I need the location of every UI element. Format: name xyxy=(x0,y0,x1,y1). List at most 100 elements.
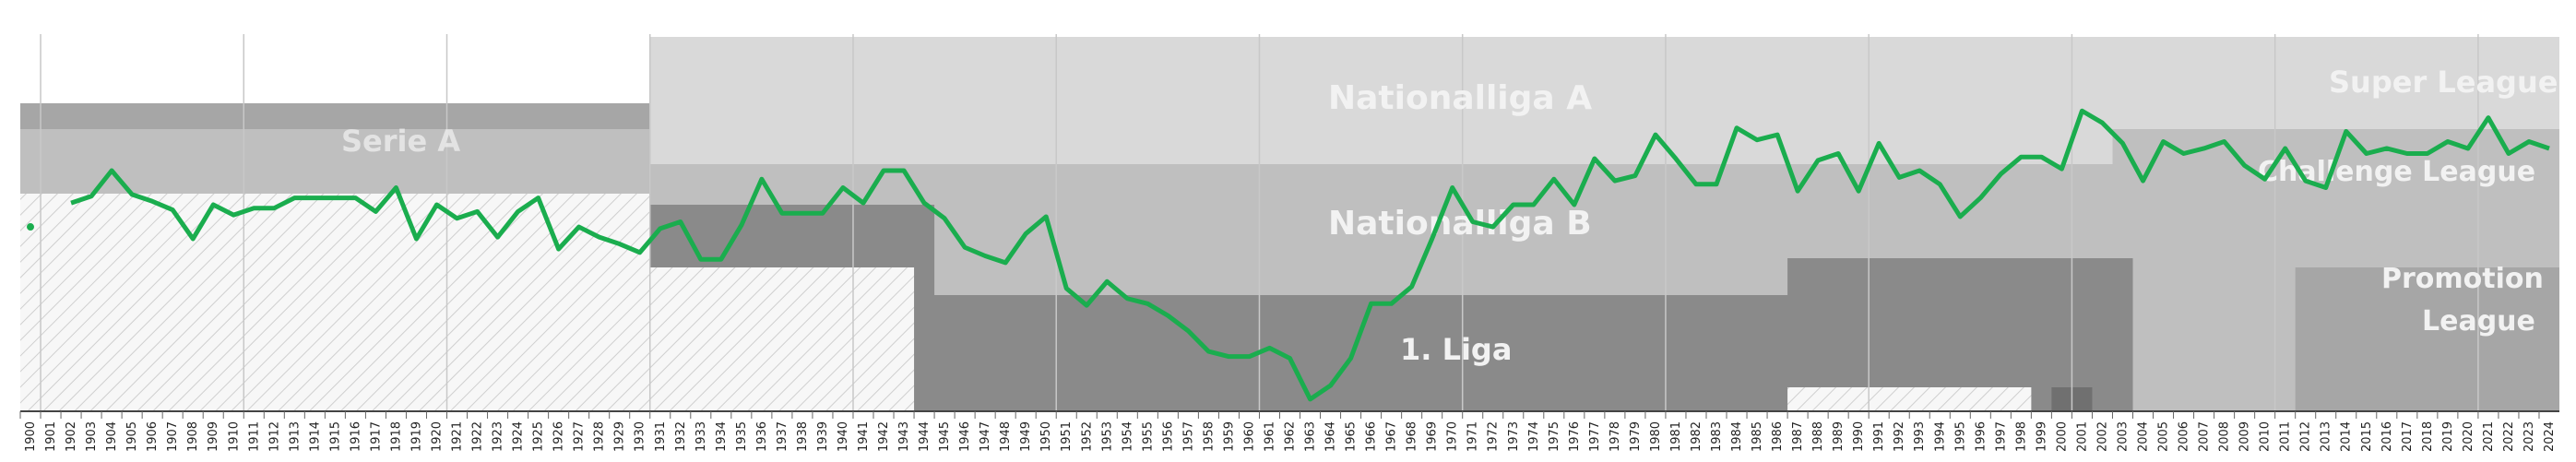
x-tick-label-1928: 1928 xyxy=(593,421,607,452)
x-tick-label-1902: 1902 xyxy=(65,421,78,452)
lower-division-hatch-early xyxy=(20,194,650,411)
x-tick-label-1926: 1926 xyxy=(552,421,566,452)
x-tick-label-1924: 1924 xyxy=(512,421,526,452)
x-tick-label-1945: 1945 xyxy=(938,421,952,452)
x-tick-label-1991: 1991 xyxy=(1872,421,1886,452)
x-tick-label-1950: 1950 xyxy=(1039,421,1053,452)
x-tick-label-1914: 1914 xyxy=(308,421,322,452)
x-tick-label-1973: 1973 xyxy=(1507,421,1521,452)
x-tick-label-2011: 2011 xyxy=(2279,421,2293,452)
x-tick-label-1999: 1999 xyxy=(2035,421,2048,452)
x-tick-label-1977: 1977 xyxy=(1588,421,1602,452)
x-tick-label-1913: 1913 xyxy=(288,421,302,452)
x-tick-label-1940: 1940 xyxy=(837,421,850,452)
x-tick-label-2023: 2023 xyxy=(2523,421,2536,452)
league-label-league: League xyxy=(2422,305,2535,338)
x-tick-label-1958: 1958 xyxy=(1202,421,1216,452)
x-tick-label-1965: 1965 xyxy=(1345,421,1359,452)
x-tick-label-1986: 1986 xyxy=(1771,421,1785,452)
x-tick-label-1954: 1954 xyxy=(1121,421,1134,452)
x-tick-label-1927: 1927 xyxy=(573,421,587,452)
x-tick-label-2015: 2015 xyxy=(2360,421,2374,452)
x-tick-label-1930: 1930 xyxy=(634,421,647,452)
x-tick-label-2016: 2016 xyxy=(2380,421,2394,452)
x-tick-label-1975: 1975 xyxy=(1548,421,1561,452)
x-tick-label-2002: 2002 xyxy=(2095,421,2109,452)
x-tick-label-1995: 1995 xyxy=(1953,421,1967,452)
x-tick-label-2004: 2004 xyxy=(2137,421,2151,452)
x-tick-label-1910: 1910 xyxy=(227,421,241,452)
x-tick-label-2005: 2005 xyxy=(2157,421,2171,452)
x-tick-label-1901: 1901 xyxy=(44,421,58,452)
x-tick-label-1964: 1964 xyxy=(1324,421,1338,452)
x-tick-label-1961: 1961 xyxy=(1263,421,1276,452)
x-tick-label-1992: 1992 xyxy=(1893,421,1906,452)
x-tick-label-1941: 1941 xyxy=(857,421,871,452)
x-tick-label-2021: 2021 xyxy=(2482,421,2496,452)
x-tick-label-1980: 1980 xyxy=(1649,421,1663,452)
x-tick-label-1937: 1937 xyxy=(776,421,789,452)
x-tick-label-1921: 1921 xyxy=(451,421,465,452)
x-tick-label-1987: 1987 xyxy=(1791,421,1805,452)
rank-line-layer xyxy=(27,108,2550,402)
x-tick-label-2008: 2008 xyxy=(2218,421,2232,452)
x-tick-label-1974: 1974 xyxy=(1527,421,1541,452)
x-tick-label-1933: 1933 xyxy=(694,421,708,452)
x-tick-label-2007: 2007 xyxy=(2198,421,2212,452)
x-tick-label-1970: 1970 xyxy=(1446,421,1460,452)
x-tick-label-1929: 1929 xyxy=(613,421,627,452)
x-tick-label-2020: 2020 xyxy=(2462,421,2475,452)
x-tick-label-1934: 1934 xyxy=(715,421,729,452)
x-tick-label-1955: 1955 xyxy=(1141,421,1155,452)
x-tick-label-1938: 1938 xyxy=(796,421,810,452)
x-tick-label-1900: 1900 xyxy=(24,421,38,452)
x-tick-label-1982: 1982 xyxy=(1690,421,1703,452)
league-labels: Nationalliga A Serie A Nationalliga B Ch… xyxy=(341,65,2558,367)
league-label-promotion: Promotion xyxy=(2381,263,2544,295)
x-tick-label-1917: 1917 xyxy=(369,421,383,452)
x-tick-label-2022: 2022 xyxy=(2502,421,2516,452)
x-tick-label-1998: 1998 xyxy=(2014,421,2028,452)
x-tick-label-2013: 2013 xyxy=(2320,421,2333,452)
x-tick-label-1957: 1957 xyxy=(1181,421,1195,452)
x-tick-label-1956: 1956 xyxy=(1161,421,1175,452)
x-tick-label-2024: 2024 xyxy=(2543,421,2557,452)
x-tick-label-1915: 1915 xyxy=(328,421,342,452)
x-tick-label-1907: 1907 xyxy=(166,421,180,452)
x-tick-label-2000: 2000 xyxy=(2055,421,2069,452)
league-label-nationalliga-b: Nationalliga B xyxy=(1328,205,1592,243)
x-tick-label-1939: 1939 xyxy=(816,421,830,452)
x-tick-label-1949: 1949 xyxy=(1019,421,1033,452)
x-axis-background xyxy=(20,413,2559,462)
x-tick-label-1912: 1912 xyxy=(267,421,281,452)
x-tick-label-2001: 2001 xyxy=(2075,421,2089,452)
x-tick-label-1988: 1988 xyxy=(1811,421,1825,452)
x-tick-label-1968: 1968 xyxy=(1406,421,1419,452)
x-tick-label-1997: 1997 xyxy=(1994,421,2008,452)
x-tick-label-1959: 1959 xyxy=(1222,421,1236,452)
x-tick-label-1962: 1962 xyxy=(1284,421,1298,452)
x-tick-label-1944: 1944 xyxy=(918,421,932,452)
league-tier-bands xyxy=(20,37,2559,411)
x-tick-label-1911: 1911 xyxy=(247,421,261,452)
x-tick-label-1969: 1969 xyxy=(1426,421,1440,452)
league-label-super-league: Super League xyxy=(2329,65,2558,100)
x-tick-label-1948: 1948 xyxy=(999,421,1013,452)
x-tick-label-2003: 2003 xyxy=(2116,421,2130,452)
x-tick-label-1920: 1920 xyxy=(430,421,444,452)
x-tick-label-1947: 1947 xyxy=(979,421,992,452)
x-tick-label-1923: 1923 xyxy=(492,421,505,452)
x-axis: 1900 1901 1902 1903 1904 1905 1906 1907 1908 1909… xyxy=(19,410,2559,462)
x-tick-label-2017: 2017 xyxy=(2401,421,2415,452)
x-tick-label-2012: 2012 xyxy=(2299,421,2313,452)
x-tick-label-1903: 1903 xyxy=(85,421,99,452)
x-tick-label-1908: 1908 xyxy=(186,421,200,452)
x-tick-label-1967: 1967 xyxy=(1385,421,1399,452)
x-tick-label-1989: 1989 xyxy=(1832,421,1846,452)
league-band-7 xyxy=(2295,267,2559,411)
x-tick-label-1972: 1972 xyxy=(1487,421,1501,452)
x-tick-label-1971: 1971 xyxy=(1466,421,1480,452)
league-label-serie-a: Serie A xyxy=(341,124,460,159)
x-tick-label-1993: 1993 xyxy=(1913,421,1927,452)
